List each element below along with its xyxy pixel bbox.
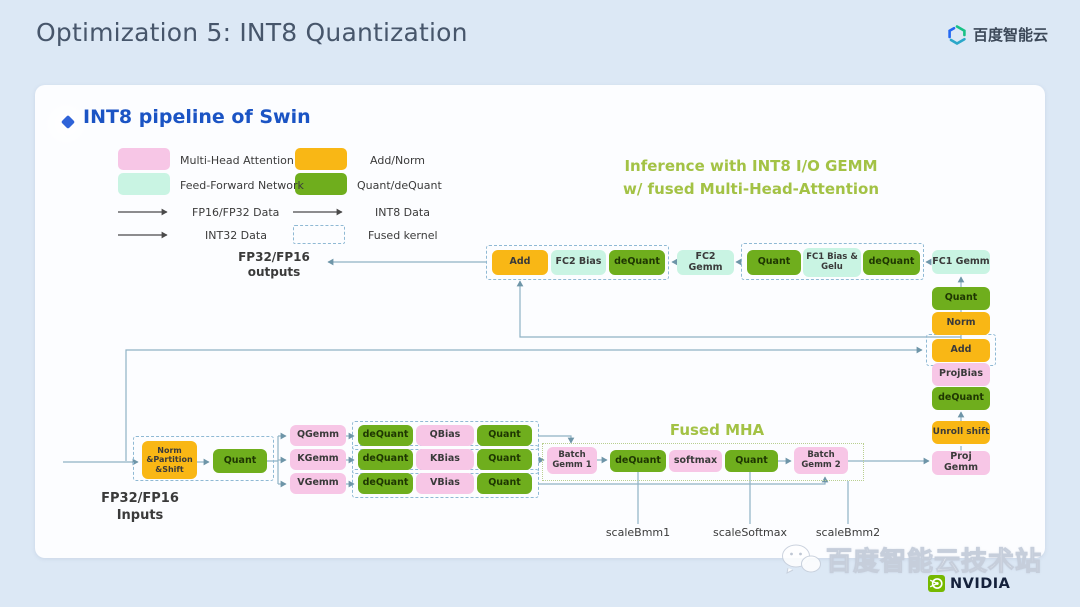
proj-gemm-node: Proj Gemm xyxy=(932,451,990,475)
fused-group-quant-fc1bias-dequant xyxy=(741,243,924,280)
watermark: 百度智能云技术站 xyxy=(780,541,1042,578)
fused-group-add-fc2bias-dequant xyxy=(486,245,669,280)
legend-label-quant-dequant: Quant/deQuant xyxy=(357,179,442,192)
section-heading: INT8 pipeline of Swin xyxy=(83,106,311,128)
quant-softmax-node: Quant xyxy=(725,450,778,472)
legend-label-fp16-fp32-data: FP16/FP32 Data xyxy=(192,206,280,219)
dequant-softmax-node: deQuant xyxy=(610,450,666,472)
legend-fused-kernel-box xyxy=(293,225,345,244)
legend-label-add-norm: Add/Norm xyxy=(370,154,426,167)
inputs-label: FP32/FP16 Inputs xyxy=(101,491,179,523)
fused-group-norm-quant-input xyxy=(133,436,274,481)
fc2-gemm-node: FC2 Gemm xyxy=(677,250,734,275)
fused-mha-title: Fused MHA xyxy=(669,421,765,439)
unroll-shift-node: Unroll shift xyxy=(932,421,990,444)
outputs-label: FP32/FP16 outputs xyxy=(238,250,310,279)
quant-v-node: Quant xyxy=(477,473,532,494)
quant-fc1-node: Quant xyxy=(747,250,801,275)
fused-mha-group-box xyxy=(542,443,864,481)
quant-in-node: Quant xyxy=(213,449,267,473)
quant-k-node: Quant xyxy=(477,449,532,470)
watermark-text: 百度智能云技术站 xyxy=(825,547,1043,578)
legend-label-feed-forward-network: Feed-Forward Network xyxy=(180,179,304,192)
legend-swatch-multi-head-attention xyxy=(118,148,170,170)
q-gemm-node: QGemm xyxy=(290,425,346,446)
quant-out-node: Quant xyxy=(932,287,990,310)
legend-swatch-add-norm xyxy=(295,148,347,170)
proj-bias-node: ProjBias xyxy=(932,363,990,386)
norm-residual-node: Norm xyxy=(932,312,990,335)
legend-swatch-feed-forward-network xyxy=(118,173,170,195)
scale-bmm2-label: scaleBmm2 xyxy=(815,526,881,539)
fc2-bias-node: FC2 Bias xyxy=(551,250,606,275)
nvidia-eye-icon xyxy=(928,575,945,592)
wechat-icon xyxy=(782,544,821,574)
dequant-fc1-node: deQuant xyxy=(863,250,920,275)
legend-swatch-quant-dequant xyxy=(295,173,347,195)
baidu-cloud-logo: 百度智能云 xyxy=(947,24,1048,45)
baidu-logo-text: 百度智能云 xyxy=(972,26,1048,44)
inference-note-line1: Inference with INT8 I/O GEMM xyxy=(624,157,878,175)
dequant-q-node: deQuant xyxy=(358,425,413,446)
legend-label-int32-data: INT32 Data xyxy=(205,229,267,242)
add-ffn-node: Add xyxy=(492,250,548,275)
quant-q-node: Quant xyxy=(477,425,532,446)
k-gemm-node: KGemm xyxy=(290,449,346,470)
scale-softmax-label: scaleSoftmax xyxy=(712,526,787,539)
fc1-gemm-node: FC1 Gemm xyxy=(932,250,990,274)
k-bias-node: KBias xyxy=(416,449,474,470)
inference-note-line2: w/ fused Multi-Head-Attention xyxy=(622,180,880,198)
batch-gemm-2-node: Batch Gemm 2 xyxy=(794,447,848,474)
batch-gemm-1-node: Batch Gemm 1 xyxy=(547,447,597,474)
page-title: Optimization 5: INT8 Quantization xyxy=(36,18,468,47)
v-gemm-node: VGemm xyxy=(290,473,346,494)
nvidia-logo: NVIDIA xyxy=(928,575,1010,592)
v-bias-node: VBias xyxy=(416,473,474,494)
softmax-node: softmax xyxy=(669,450,722,472)
add-mha-node: Add xyxy=(932,339,990,362)
nvidia-logo-text: NVIDIA xyxy=(950,575,1011,592)
dequant-proj-node: deQuant xyxy=(932,387,990,410)
inference-note: Inference with INT8 I/O GEMM w/ fused Mu… xyxy=(608,155,894,201)
dequant-fc2-node: deQuant xyxy=(609,250,665,275)
q-bias-node: QBias xyxy=(416,425,474,446)
legend-label-fused-kernel: Fused kernel xyxy=(368,229,438,242)
dequant-v-node: deQuant xyxy=(358,473,413,494)
dequant-k-node: deQuant xyxy=(358,449,413,470)
baidu-cloud-icon xyxy=(948,24,966,45)
legend-label-multi-head-attention: Multi-Head Attention xyxy=(180,154,294,167)
scale-bmm1-label: scaleBmm1 xyxy=(605,526,671,539)
legend-label-int8-data: INT8 Data xyxy=(375,206,430,219)
norm-partition-shift-node: Norm &Partition &Shift xyxy=(142,441,197,479)
fc1-bias-gelu-node: FC1 Bias & Gelu xyxy=(803,248,861,277)
